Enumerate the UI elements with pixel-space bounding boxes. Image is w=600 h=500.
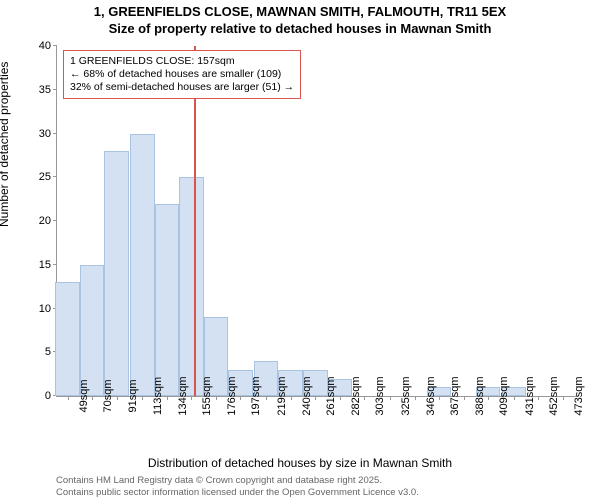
y-tick-label: 25 [39, 171, 57, 183]
x-tick-mark [514, 396, 515, 400]
footer-line1: Contains HM Land Registry data © Crown c… [56, 475, 419, 486]
x-tick-label: 452sqm [542, 376, 560, 415]
x-tick-label: 367sqm [443, 376, 461, 415]
x-tick-label: 219sqm [270, 376, 288, 415]
x-tick-label: 176sqm [220, 376, 238, 415]
x-tick-label: 325sqm [394, 376, 412, 415]
x-tick-mark [390, 396, 391, 400]
footer-line2: Contains public sector information licen… [56, 487, 419, 498]
y-tick-mark [53, 264, 57, 265]
x-tick-mark [291, 396, 292, 400]
y-tick-mark [53, 176, 57, 177]
x-tick-label: 282sqm [344, 376, 362, 415]
x-tick-label: 49sqm [72, 379, 90, 412]
x-tick-mark [364, 396, 365, 400]
x-tick-label: 431sqm [518, 376, 536, 415]
x-tick-label: 155sqm [195, 376, 213, 415]
x-tick-mark [563, 396, 564, 400]
x-tick-mark [488, 396, 489, 400]
x-tick-mark [340, 396, 341, 400]
x-tick-label: 70sqm [96, 379, 114, 412]
x-tick-label: 409sqm [492, 376, 510, 415]
y-tick-mark [53, 220, 57, 221]
x-tick-label: 261sqm [319, 376, 337, 415]
x-tick-mark [315, 396, 316, 400]
y-tick-mark [53, 89, 57, 90]
x-tick-label: 91sqm [121, 379, 139, 412]
x-tick-mark [464, 396, 465, 400]
x-tick-mark [240, 396, 241, 400]
x-axis-label: Distribution of detached houses by size … [0, 456, 600, 470]
x-tick-label: 303sqm [368, 376, 386, 415]
x-tick-label: 113sqm [146, 377, 164, 415]
x-tick-mark [142, 396, 143, 400]
annotation-line3: 32% of semi-detached houses are larger (… [70, 81, 294, 94]
x-tick-label: 134sqm [171, 376, 189, 415]
y-axis-label: Number of detached properties [0, 207, 11, 227]
x-tick-mark [92, 396, 93, 400]
y-tick-label: 30 [39, 128, 57, 140]
plot-area: 051015202530354049sqm70sqm91sqm113sqm134… [56, 46, 577, 397]
histogram-bar [130, 134, 155, 397]
annotation-line2: ← 68% of detached houses are smaller (10… [70, 68, 294, 81]
histogram-bar [104, 151, 129, 396]
x-tick-mark [117, 396, 118, 400]
x-tick-mark [266, 396, 267, 400]
y-tick-label: 10 [39, 303, 57, 315]
x-tick-mark [216, 396, 217, 400]
histogram-bar [179, 177, 204, 396]
x-tick-label: 197sqm [244, 376, 262, 415]
x-tick-label: 473sqm [567, 376, 585, 415]
histogram-bar [155, 204, 180, 397]
y-tick-label: 15 [39, 259, 57, 271]
x-tick-mark [167, 396, 168, 400]
x-tick-mark [538, 396, 539, 400]
footer-attribution: Contains HM Land Registry data © Crown c… [56, 475, 419, 498]
x-tick-mark [439, 396, 440, 400]
chart-container: 1, GREENFIELDS CLOSE, MAWNAN SMITH, FALM… [0, 0, 600, 500]
x-tick-mark [68, 396, 69, 400]
y-tick-label: 35 [39, 84, 57, 96]
chart-title-line1: 1, GREENFIELDS CLOSE, MAWNAN SMITH, FALM… [0, 0, 600, 21]
y-tick-mark [53, 133, 57, 134]
x-tick-label: 240sqm [295, 376, 313, 415]
histogram-bar [80, 265, 105, 396]
chart-title-line2: Size of property relative to detached ho… [0, 21, 600, 36]
annotation-box: 1 GREENFIELDS CLOSE: 157sqm ← 68% of det… [63, 50, 301, 99]
y-tick-label: 40 [39, 40, 57, 52]
x-tick-mark [415, 396, 416, 400]
y-tick-mark [53, 45, 57, 46]
x-tick-mark [191, 396, 192, 400]
x-tick-label: 388sqm [468, 376, 486, 415]
x-tick-label: 346sqm [419, 376, 437, 415]
y-tick-label: 20 [39, 215, 57, 227]
annotation-line1: 1 GREENFIELDS CLOSE: 157sqm [70, 55, 294, 68]
